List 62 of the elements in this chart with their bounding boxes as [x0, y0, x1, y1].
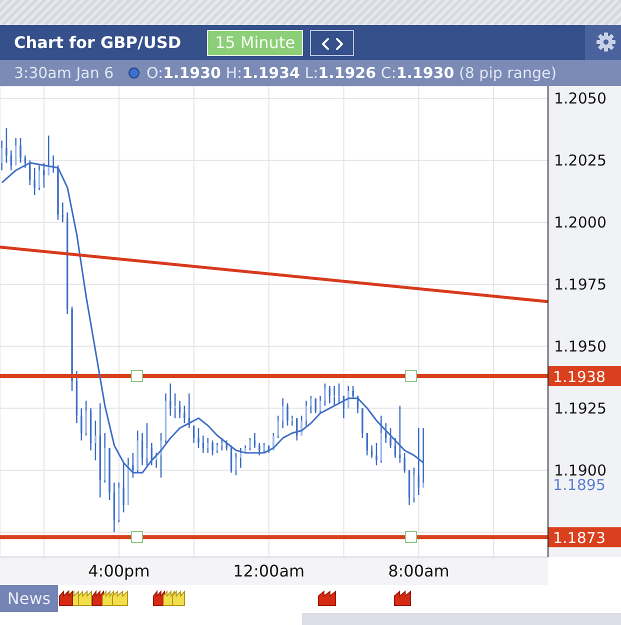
candlestick [272, 432, 274, 452]
x-tick-label: 12:00am [233, 561, 305, 580]
x-tick-label: 8:00am [388, 561, 450, 580]
text: 3:30am Jan 6 O:1.1930 H:1.1934 L:1.1926 C:1.1930 (8 pip range) [14, 64, 557, 82]
candlestick [80, 408, 82, 442]
candlestick [390, 427, 392, 449]
y-tick-label: 1.2025 [554, 152, 606, 170]
ref-line-label: 1.1873 [553, 529, 606, 548]
y-tick-label: 1.1950 [554, 338, 606, 356]
candlestick [300, 415, 302, 436]
candlestick [141, 432, 144, 466]
candlestick [198, 427, 200, 449]
candlestick [310, 395, 312, 414]
candlestick [34, 167, 36, 196]
candlestick [328, 385, 330, 404]
candlestick [314, 398, 316, 414]
candlestick [376, 442, 378, 466]
candlestick [286, 402, 288, 426]
candlestick [85, 400, 87, 436]
candlestick [174, 392, 176, 419]
candlestick [170, 382, 172, 416]
y-tick-label: 1.2050 [554, 90, 606, 108]
candlestick [10, 150, 12, 171]
candlestick [202, 434, 204, 454]
candlestick [221, 437, 223, 452]
candlestick [207, 437, 209, 454]
candlestick [240, 447, 242, 468]
candlestick [0, 140, 3, 171]
candlestick [6, 127, 8, 164]
text: News [0, 585, 58, 612]
candlestick [20, 137, 22, 164]
candlestick [184, 405, 186, 424]
candlestick [413, 467, 415, 504]
x-tick-label: 4:00pm [88, 561, 150, 580]
candlestick [263, 442, 265, 454]
candlestick [385, 422, 387, 444]
candlestick [394, 437, 396, 458]
candlestick [212, 440, 214, 456]
candlestick [249, 437, 251, 452]
candlestick [362, 408, 364, 439]
candlestick [108, 447, 110, 501]
ref-line-label: 1.1938 [553, 368, 606, 386]
candlestick [118, 482, 120, 523]
candlestick [216, 442, 218, 454]
candlestick [352, 385, 354, 399]
candlestick [366, 432, 368, 456]
candlestick [71, 306, 73, 392]
chart-title: Chart for GBP/USD [14, 32, 182, 54]
candlestick [324, 382, 326, 406]
button: 15 Minute [207, 30, 303, 56]
y-tick-label: 1.1975 [554, 276, 606, 294]
y-tick-label: 1.2000 [554, 214, 606, 232]
candlestick [94, 420, 96, 461]
candlestick [258, 442, 260, 456]
candlestick [57, 164, 59, 221]
y-tick-label: 1.1925 [554, 400, 606, 418]
candlestick [277, 415, 279, 439]
candlestick [254, 432, 256, 449]
candlestick [146, 422, 148, 466]
candlestick [370, 444, 373, 458]
candlestick [338, 382, 340, 404]
candlestick [14, 137, 17, 166]
